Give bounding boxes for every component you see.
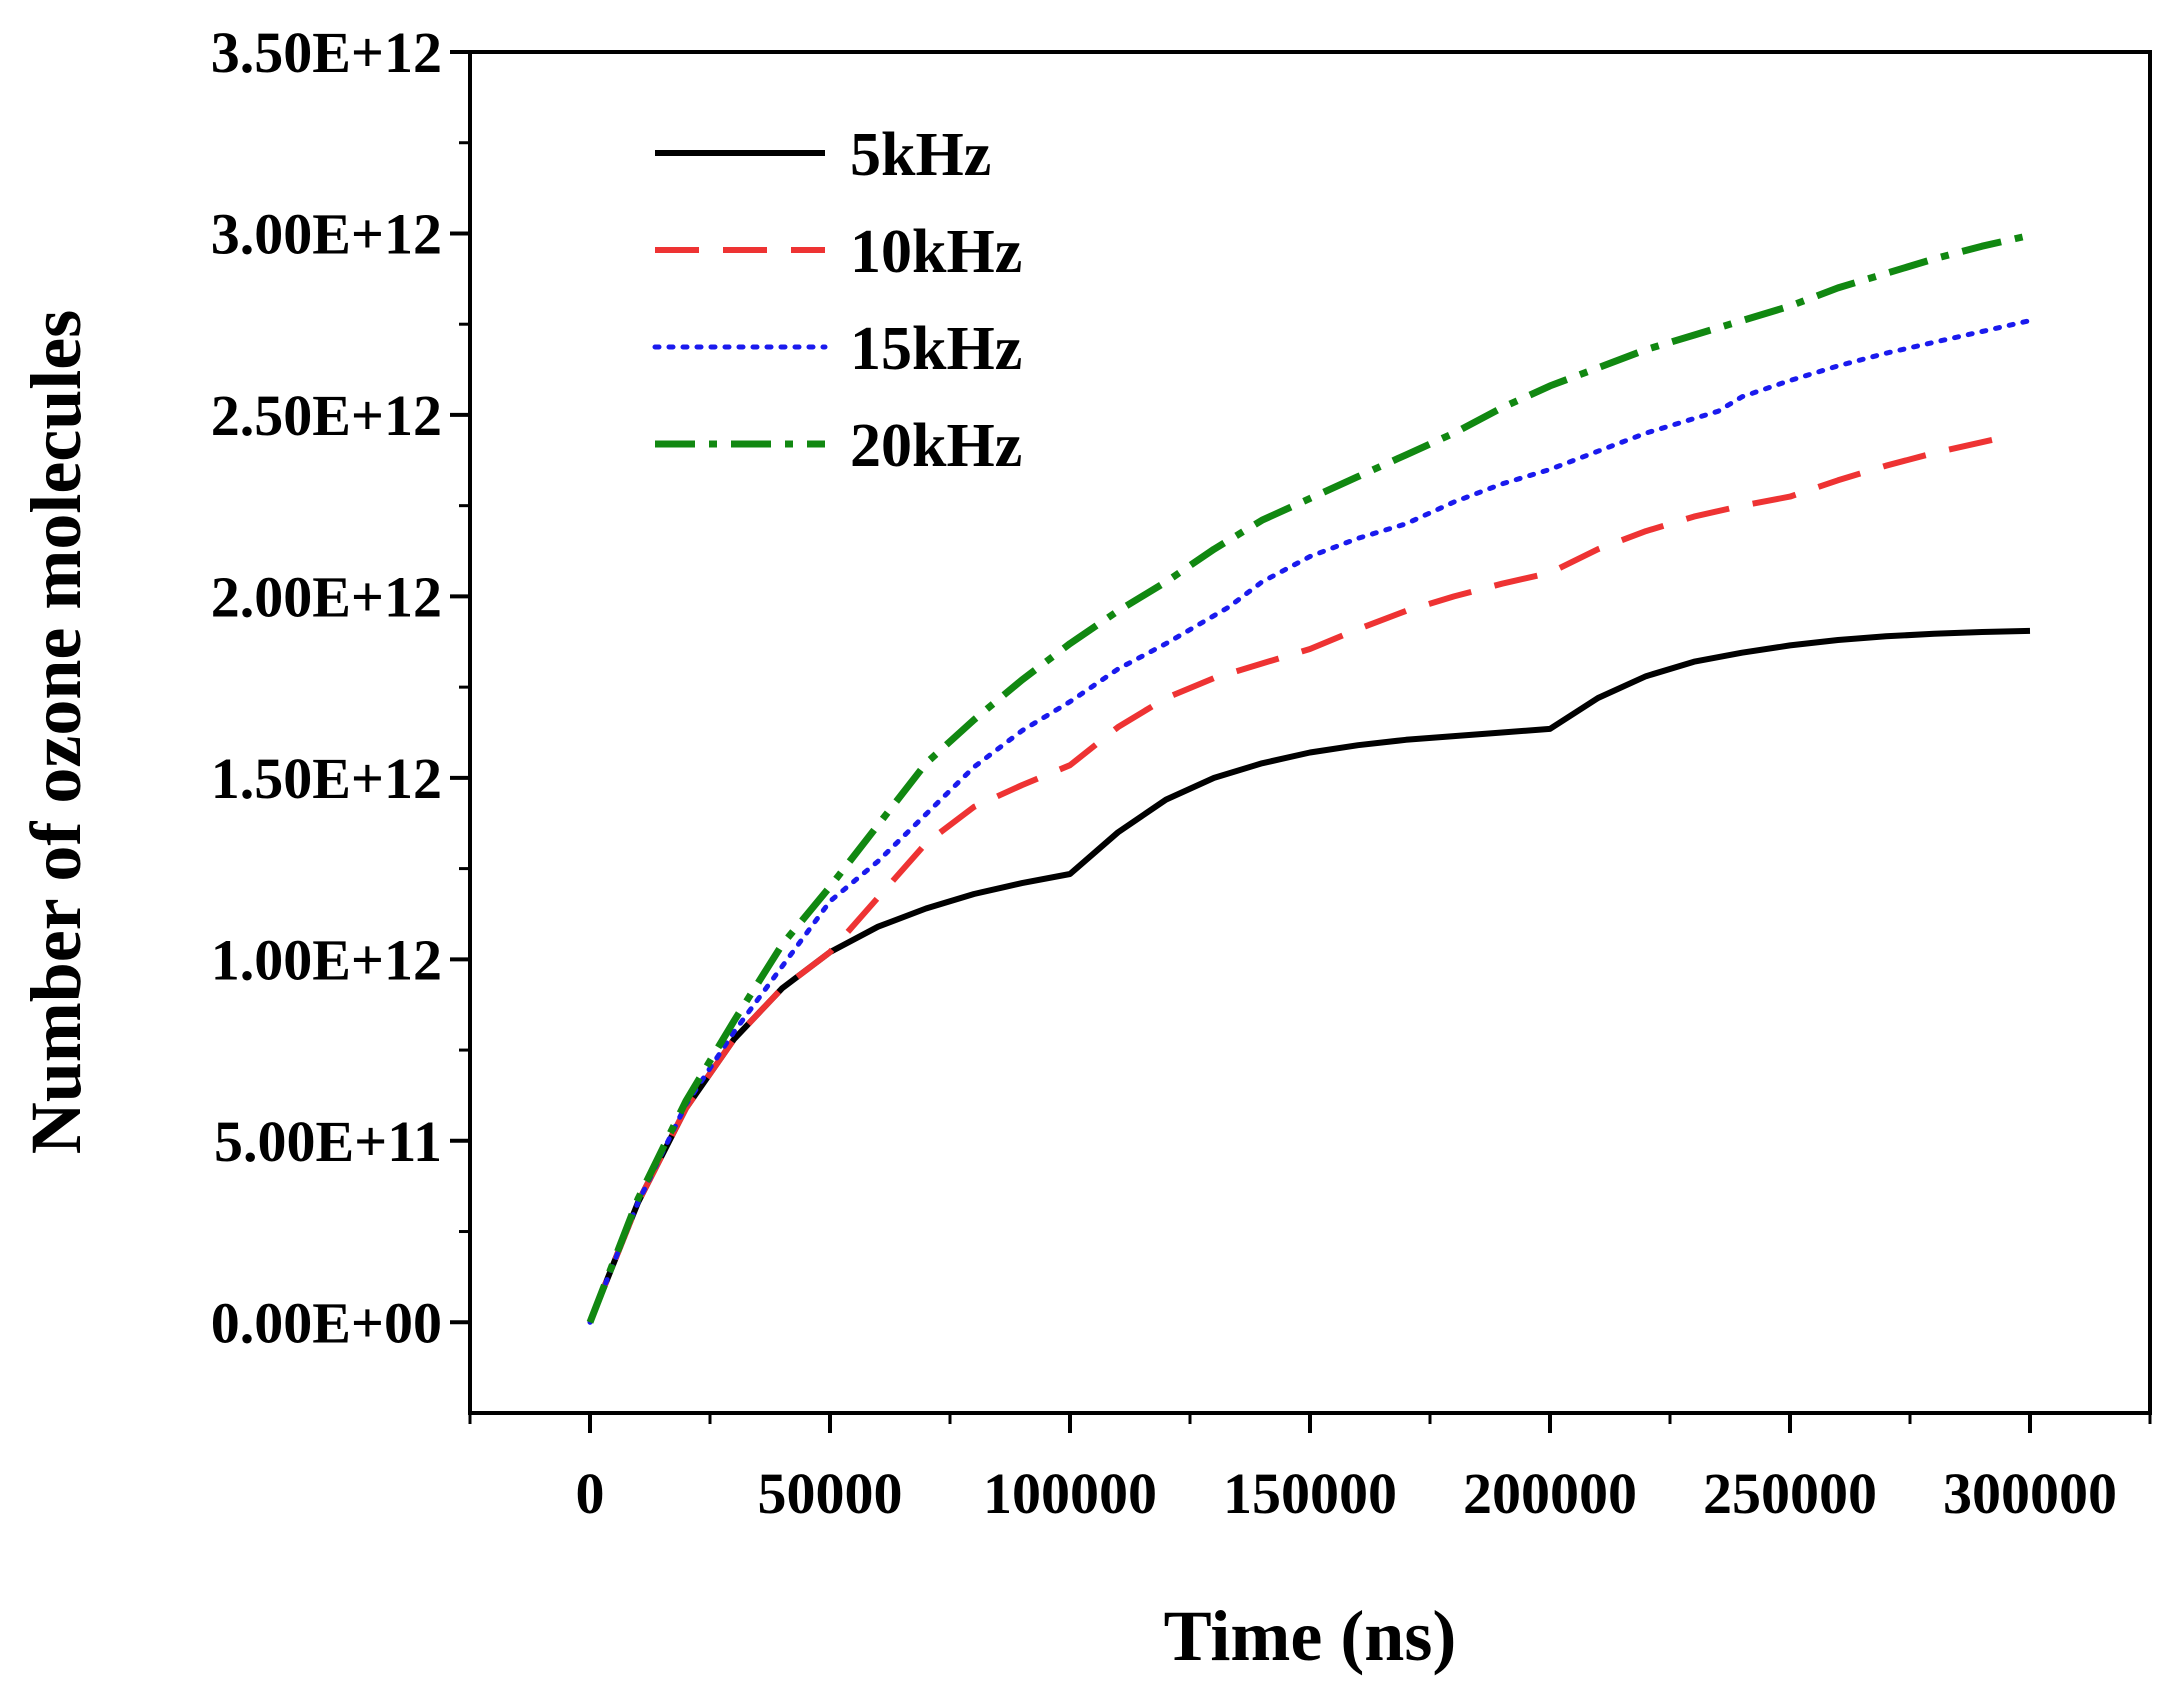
y-tick-label: 1.00E+12 [211,927,442,992]
x-axis-title: Time (ns) [1164,1596,1457,1676]
y-tick-label: 2.00E+12 [211,564,442,629]
y-tick-label: 0.00E+00 [211,1290,442,1355]
y-axis: 0.00E+00 5.00E+11 1.00E+12 1.50E+12 2.00E+12… [211,20,470,1355]
x-tick-label: 100000 [983,1461,1157,1526]
series-line-20khz [586,231,2031,1324]
x-tick-label: 150000 [1223,1461,1397,1526]
legend-label-5khz: 5kHz [850,121,991,189]
y-tick-label: 3.50E+12 [211,20,442,85]
series-layer [586,231,2033,1325]
x-tick-label: 0 [576,1461,605,1526]
x-tick-label: 200000 [1463,1461,1637,1526]
x-tick-label: 50000 [758,1461,903,1526]
series-line-5khz [587,627,2031,1324]
y-tick-label: 5.00E+11 [214,1109,442,1174]
legend-label-15khz: 15kHz [850,315,1022,383]
y-axis-title: Number of ozone molecules [16,310,96,1155]
legend: 5kHz 10kHz 15kHz 20kHz [652,121,1022,480]
legend-label-10khz: 10kHz [850,218,1022,286]
plot-frame [468,50,2152,1415]
x-tick-label: 250000 [1703,1461,1877,1526]
legend-label-20khz: 20kHz [850,412,1022,480]
x-tick-label: 300000 [1943,1461,2117,1526]
y-tick-label: 2.50E+12 [211,383,442,448]
y-tick-label: 1.50E+12 [211,746,442,811]
y-tick-label: 3.00E+12 [211,201,442,266]
x-axis: 0 50000 100000 150000 200000 250000 300000 [468,1413,2152,1526]
series-line-15khz [587,318,2033,1325]
series-line-10khz [587,433,2007,1324]
